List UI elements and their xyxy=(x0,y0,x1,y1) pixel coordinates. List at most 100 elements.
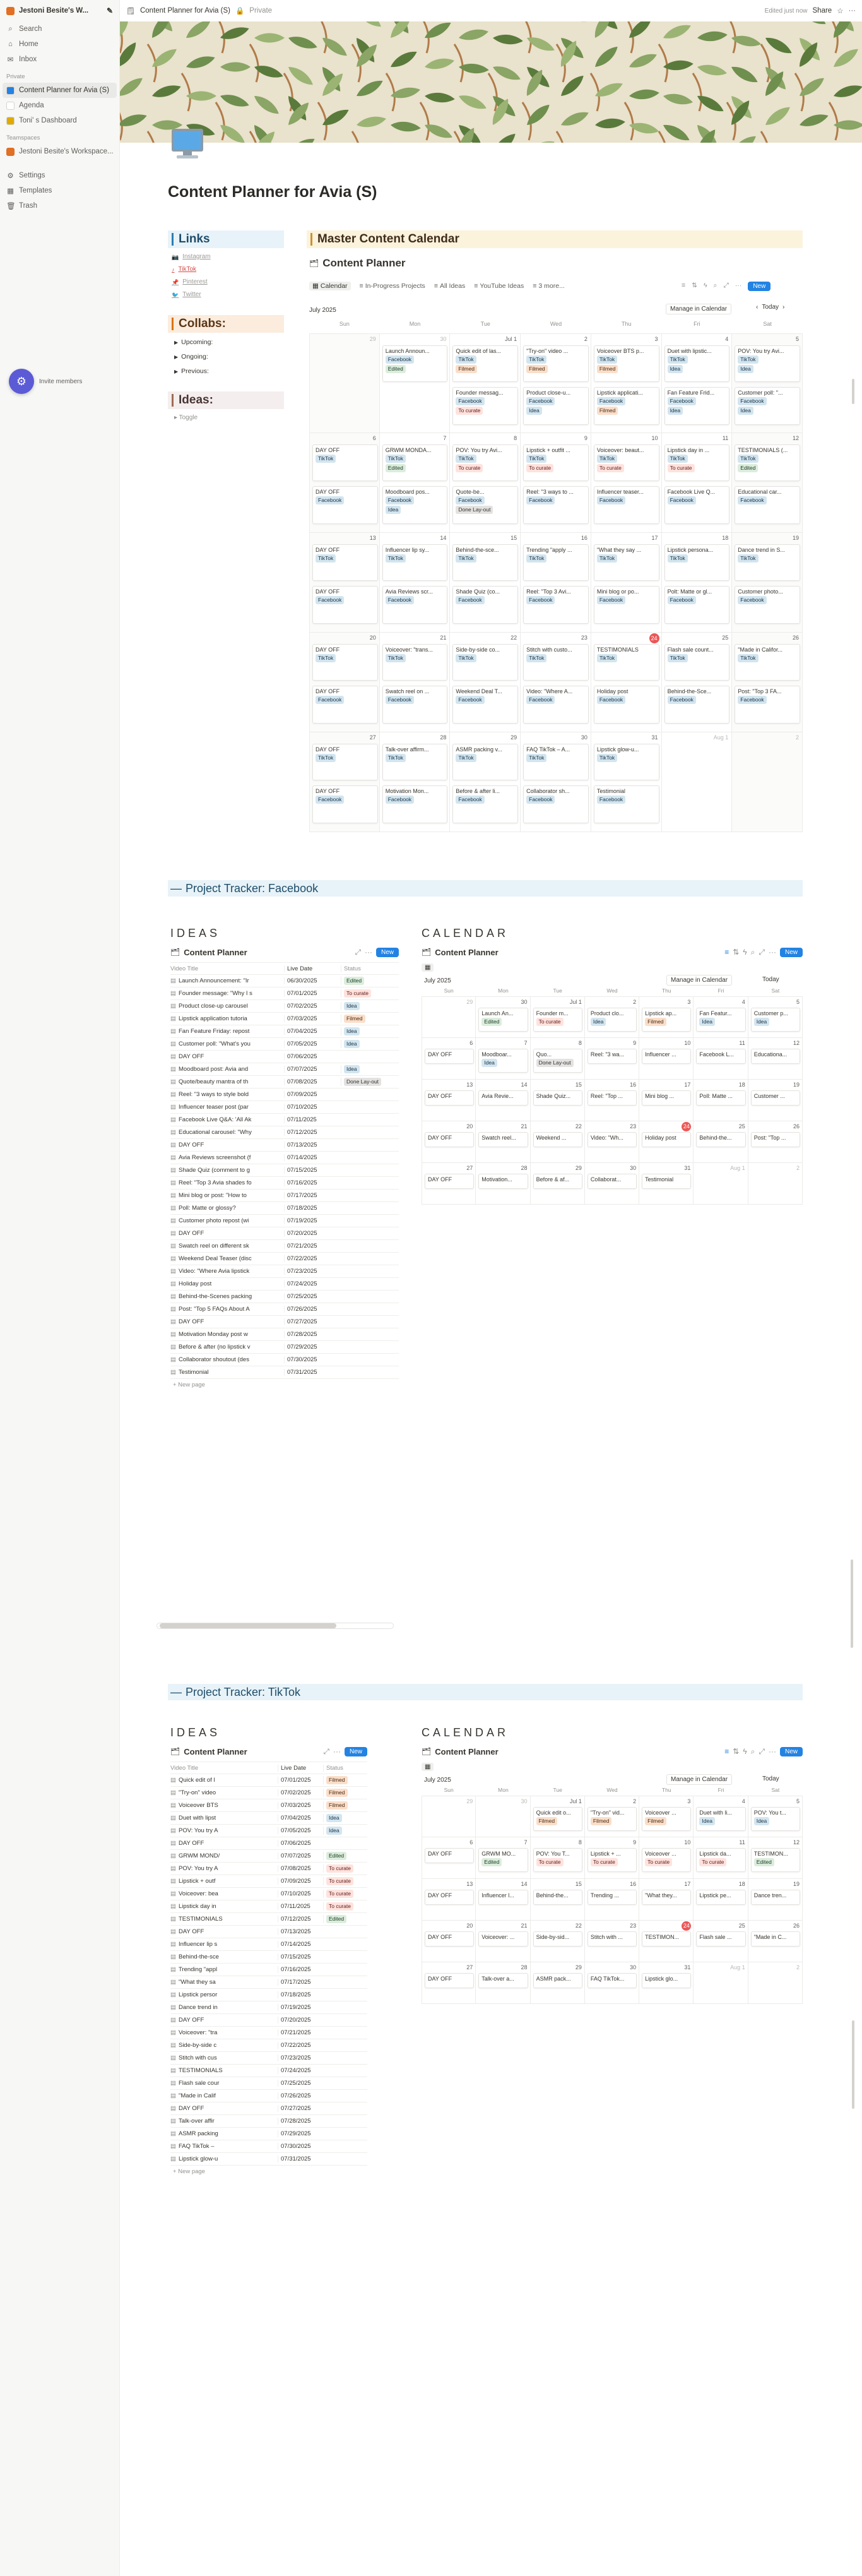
table-row[interactable]: ▤ Trending "appl 07/16/2025 xyxy=(170,1964,367,1976)
calendar-event-card[interactable]: Customer poll: "... Facebook Idea xyxy=(735,387,800,425)
calendar-event-card[interactable]: TESTIMONIALS (... TikTok Edited xyxy=(735,444,800,481)
calendar-day-cell[interactable]: 14 Avia Revie... xyxy=(476,1080,531,1121)
calendar-event-card[interactable]: Founder messag... Facebook To curate xyxy=(452,387,519,425)
calendar-event-card[interactable]: Behind-the-sce... TikTok xyxy=(452,544,519,581)
calendar-day-cell[interactable]: 30 xyxy=(476,1796,531,1837)
link-tiktok[interactable]: ♪ TikTok xyxy=(172,263,284,276)
table-row[interactable]: ▤ Lipstick application tutoria 07/03/2025 F… xyxy=(170,1013,399,1025)
calendar-day-cell[interactable]: 11 Lipstick day in ... TikTok To curate Face… xyxy=(661,433,733,533)
calendar-day-cell[interactable]: 21 Swatch reel... xyxy=(476,1121,531,1163)
sidebar-private-item[interactable]: Toni' s Dashboard xyxy=(0,113,119,128)
more-icon[interactable]: ··· xyxy=(333,1747,341,1756)
star-icon[interactable]: ☆ xyxy=(837,8,844,15)
calendar-event-card[interactable]: Customer photo... Facebook xyxy=(735,586,800,624)
more-icon[interactable]: ··· xyxy=(364,948,372,957)
master-db-title[interactable]: 🗂 Content Planner xyxy=(309,257,406,269)
calendar-event-card[interactable]: Lipstick + outfit ... TikTok To curate xyxy=(523,444,589,481)
table-row[interactable]: ▤ Behind-the-sce 07/15/2025 xyxy=(170,1951,367,1964)
today-button[interactable]: Today xyxy=(762,976,779,983)
sidebar-item-search[interactable]: ⌕ Search xyxy=(0,21,119,37)
table-row[interactable]: ▤ Video: "Where Avia lipstick 07/23/2025 xyxy=(170,1265,399,1278)
calendar-event-card[interactable]: Behind-the... xyxy=(533,1890,582,1905)
calendar-day-cell[interactable]: 19 Dance tren... xyxy=(748,1879,803,1921)
calendar-event-card[interactable]: Customer ... xyxy=(750,1090,800,1106)
view-tab[interactable]: ≡ YouTube Ideas xyxy=(474,282,524,290)
next-month-icon[interactable]: › xyxy=(782,304,785,311)
calendar-day-cell[interactable]: 16 Trending ... xyxy=(584,1879,640,1921)
table-row[interactable]: ▤ "What they sa 07/17/2025 xyxy=(170,1976,367,1989)
calendar-day-cell[interactable]: 29 xyxy=(422,1796,476,1837)
calendar-event-card[interactable]: Flash sale count... TikTok xyxy=(664,644,730,681)
calendar-day-cell[interactable]: 9 Lipstick + outfit ... TikTok To curate Ree… xyxy=(521,433,591,533)
column-header[interactable]: Video Title xyxy=(170,965,284,972)
calendar-event-card[interactable]: TESTIMONIALS TikTok xyxy=(593,644,659,681)
calendar-event-card[interactable]: Polt: Matte or gl... Facebook xyxy=(664,586,730,624)
calendar-event-card[interactable]: DAY OFF xyxy=(425,1132,475,1147)
calendar-event-card[interactable]: TESTIMON... Edited xyxy=(750,1848,800,1872)
calendar-view-tab[interactable]: ▦ xyxy=(422,963,434,972)
share-button[interactable]: Share xyxy=(812,7,832,15)
automation-icon[interactable]: ϟ xyxy=(743,1747,747,1756)
new-button[interactable]: New xyxy=(779,947,803,957)
table-row[interactable]: ▤ FAQ TikTok –07/30/2025 xyxy=(170,2140,367,2153)
calendar-event-card[interactable]: Influencer ... xyxy=(642,1049,692,1064)
calendar-event-card[interactable]: Influencer teaser... Facebook xyxy=(593,486,659,524)
calendar-day-cell[interactable]: 2 "Try-on" video ... TikTok Filmed Product c… xyxy=(521,333,591,433)
table-row[interactable]: ▤ Facebook Live Q&A: 'All Ak 07/11/2025 xyxy=(170,1114,399,1126)
table-row[interactable]: ▤ DAY OFF 07/27/2025 xyxy=(170,1316,399,1328)
calendar-event-card[interactable]: Dance trend in S... TikTok xyxy=(735,544,800,581)
calendar-event-card[interactable]: Facebook Live Q... Facebook xyxy=(664,486,730,524)
table-row[interactable]: ▤ Voiceover: "tra 07/21/2025 xyxy=(170,2027,367,2039)
calendar-day-cell[interactable]: 26 Post: "Top ... xyxy=(748,1121,803,1163)
calendar-day-cell[interactable]: 5 POV: You t... Idea xyxy=(748,1796,803,1837)
calendar-event-card[interactable]: Reel: "3 ways to ... Facebook xyxy=(523,486,589,524)
calendar-day-cell[interactable]: 25 Flash sale ... xyxy=(694,1921,748,1962)
calendar-event-card[interactable]: Post: "Top 3 FA... Facebook xyxy=(735,686,800,724)
calendar-day-cell[interactable]: 2 xyxy=(748,1962,803,2004)
new-button[interactable]: New xyxy=(344,1746,367,1756)
calendar-event-card[interactable]: "Try-on" vid... Filmed xyxy=(587,1807,637,1831)
calendar-day-cell[interactable]: 24 TESTIMONIALS TikTok Holiday post Facebook xyxy=(591,633,662,732)
table-row[interactable]: ▤ DAY OFF 07/20/2025 xyxy=(170,2014,367,2027)
invite-members-button[interactable]: ⚙ Invite members xyxy=(9,369,82,394)
calendar-day-cell[interactable]: 26 "Made in Califor... TikTok Post: "Top 3 … xyxy=(732,633,803,732)
calendar-day-cell[interactable]: 25 Flash sale count... TikTok Behind-the-Sc… xyxy=(661,633,733,732)
table-row[interactable]: ▤ TESTIMONIALS 07/12/2025 Edited xyxy=(170,1913,367,1926)
calendar-event-card[interactable]: Mini blog or po... Facebook xyxy=(593,586,659,624)
calendar-event-card[interactable]: "Try-on" video ... TikTok Filmed xyxy=(523,345,589,382)
new-button[interactable]: New xyxy=(748,282,771,291)
calendar-day-cell[interactable]: 29 ASMR pack... xyxy=(530,1962,585,2004)
calendar-event-card[interactable]: Lipstick day in ... TikTok To curate xyxy=(664,444,730,481)
calendar-day-cell[interactable]: 31 Lipstick glow-u... TikTok Testimonial Fac… xyxy=(591,732,662,832)
automation-icon[interactable]: ϟ xyxy=(703,282,707,289)
calendar-event-card[interactable]: Before & after li... Facebook xyxy=(452,785,519,823)
calendar-event-card[interactable]: FAQ TikTok – A... TikTok xyxy=(523,744,589,780)
sidebar-private-item[interactable]: Content Planner for Avia (S) xyxy=(3,83,117,98)
calendar-day-cell[interactable]: 23 Stitch with custo... TikTok Video: "Wher… xyxy=(521,633,591,732)
calendar-event-card[interactable]: POV: You T... To curate xyxy=(533,1848,582,1872)
table-row[interactable]: ▤ Post: "Top 5 FAQs About A 07/26/2025 xyxy=(170,1303,399,1316)
table-row[interactable]: ▤ POV: You try A 07/05/2025 Idea xyxy=(170,1825,367,1837)
calendar-day-cell[interactable]: Jul 1 Founder m... To curate xyxy=(530,996,585,1038)
calendar-day-cell[interactable]: 27 DAY OFF xyxy=(422,1962,476,2004)
new-page-button[interactable]: + New page xyxy=(173,2168,205,2175)
filter-icon[interactable]: ≡ xyxy=(724,1747,729,1756)
expand-icon[interactable]: ⤢ xyxy=(323,1746,329,1756)
expand-icon[interactable]: ⤢ xyxy=(759,1746,765,1756)
calendar-day-cell[interactable]: 8 Quo... Done Lay-out xyxy=(530,1038,585,1080)
calendar-event-card[interactable]: DAY OFF Facebook xyxy=(312,686,378,724)
calendar-day-cell[interactable]: Jul 1 Quick edit of las... TikTok Filmed Fou… xyxy=(450,333,521,433)
calendar-event-card[interactable]: ASMR packing v... TikTok xyxy=(452,744,519,780)
scroll-marker[interactable] xyxy=(851,1559,853,1648)
table-row[interactable]: ▤ Mini blog or post: "How to 07/17/2025 xyxy=(170,1190,399,1202)
calendar-day-cell[interactable]: 7 GRWM MO... Edited xyxy=(476,1837,531,1879)
table-row[interactable]: ▤ Stitch with cus 07/23/2025 xyxy=(170,2052,367,2065)
calendar-event-card[interactable]: TESTIMON... xyxy=(642,1931,692,1947)
calendar-day-cell[interactable]: 20 DAY OFF TikTok DAY OFF Facebook xyxy=(309,633,380,732)
calendar-event-card[interactable]: Trending "apply ... TikTok xyxy=(523,544,589,581)
calendar-event-card[interactable]: Moodboard pos... Facebook Idea xyxy=(382,486,448,524)
calendar-db-title[interactable]: Content Planner xyxy=(435,1746,499,1756)
table-row[interactable]: ▤ "Try-on" video 07/02/2025 Filmed xyxy=(170,1787,367,1799)
table-row[interactable]: ▤ Swatch reel on different sk 07/21/2025 xyxy=(170,1240,399,1253)
calendar-event-card[interactable]: Fan Feature Frid... Facebook Idea xyxy=(664,387,730,425)
